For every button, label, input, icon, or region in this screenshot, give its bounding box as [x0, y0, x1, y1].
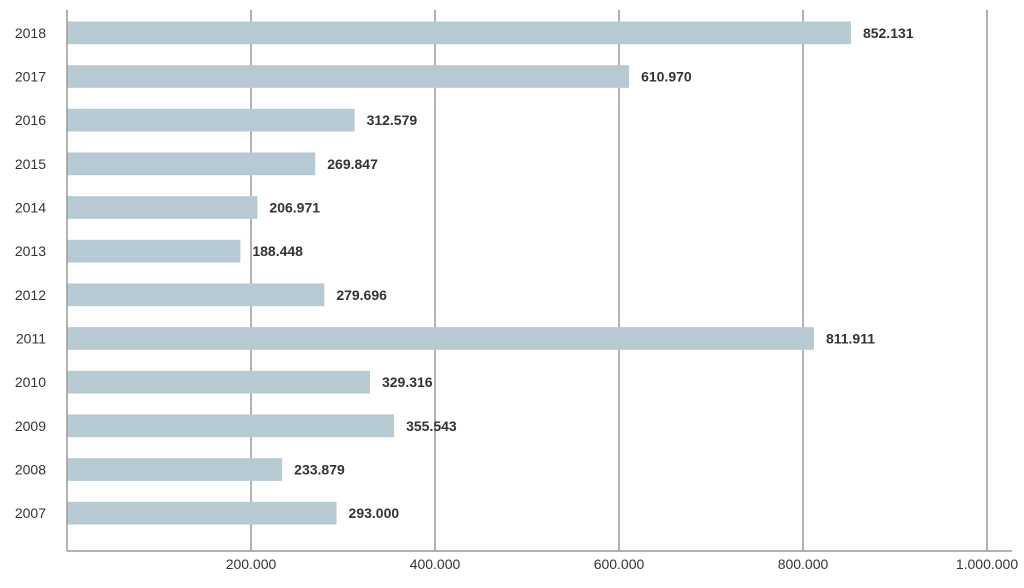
bar — [67, 65, 630, 88]
category-label: 2007 — [15, 505, 46, 521]
x-tick-label: 200.000 — [226, 556, 277, 572]
axes — [66, 10, 1012, 552]
category-label: 2009 — [15, 418, 46, 434]
category-label: 2016 — [15, 112, 46, 128]
bar — [67, 458, 283, 481]
x-tick-label: 400.000 — [410, 556, 461, 572]
bar — [67, 152, 316, 176]
bar — [67, 327, 814, 350]
category-label: 2015 — [15, 156, 46, 172]
category-label: 2018 — [15, 25, 46, 41]
data-label: 206.971 — [269, 200, 320, 216]
data-label: 188.448 — [252, 243, 303, 259]
data-label: 312.579 — [367, 112, 418, 128]
data-label: 269.847 — [327, 156, 378, 172]
bar — [67, 414, 395, 438]
data-label: 811.911 — [826, 331, 875, 347]
data-label: 329.316 — [382, 374, 433, 390]
data-labels: 852.131 610.970 312.579 269.847 206.971 188.4… — [252, 25, 913, 521]
category-label: 2013 — [15, 243, 46, 259]
bar — [67, 370, 370, 394]
bar — [67, 239, 241, 263]
data-label: 610.970 — [641, 69, 692, 85]
x-tick-label: 1.000.000 — [956, 556, 1018, 572]
category-label: 2010 — [15, 374, 46, 390]
bar — [67, 196, 258, 219]
data-label: 355.543 — [406, 418, 457, 434]
x-tick-label: 800.000 — [778, 556, 829, 572]
data-label: 852.131 — [863, 25, 914, 41]
bar — [67, 21, 851, 45]
data-label: 233.879 — [294, 462, 345, 478]
bar — [67, 108, 355, 132]
data-label: 293.000 — [349, 505, 400, 521]
data-label: 279.696 — [336, 287, 387, 303]
category-label: 2011 — [16, 331, 46, 347]
category-label: 2017 — [15, 69, 46, 85]
x-tick-label: 600.000 — [594, 556, 645, 572]
grid-lines — [250, 10, 988, 551]
category-label: 2012 — [15, 287, 46, 303]
bars — [67, 21, 851, 525]
category-labels: 2018 2017 2016 2015 2014 2013 2012 2011 2010 2009… — [15, 25, 46, 521]
bar — [67, 283, 325, 307]
category-label: 2014 — [15, 200, 46, 216]
bar — [67, 501, 337, 525]
x-tick-labels: 200.000 400.000 600.000 800.000 1.000.000 — [226, 556, 1019, 572]
category-label: 2008 — [15, 462, 46, 478]
